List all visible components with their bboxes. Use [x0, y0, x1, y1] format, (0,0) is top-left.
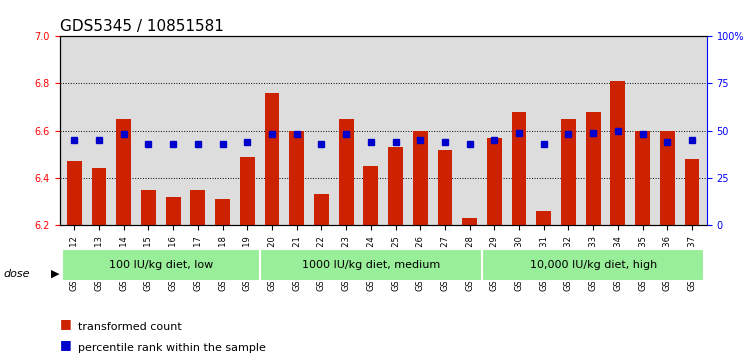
- Text: dose: dose: [4, 269, 31, 279]
- Text: GDS5345 / 10851581: GDS5345 / 10851581: [60, 19, 223, 34]
- FancyBboxPatch shape: [62, 249, 260, 281]
- Bar: [388, 147, 403, 225]
- Bar: [116, 119, 131, 225]
- Text: ■: ■: [60, 317, 71, 330]
- Bar: [67, 162, 82, 225]
- Bar: [363, 166, 378, 225]
- Bar: [92, 168, 106, 225]
- Bar: [512, 112, 527, 225]
- Bar: [635, 131, 650, 225]
- Bar: [610, 81, 625, 225]
- Bar: [215, 199, 230, 225]
- Bar: [339, 119, 353, 225]
- Bar: [314, 195, 329, 225]
- Bar: [413, 131, 428, 225]
- Bar: [684, 159, 699, 225]
- FancyBboxPatch shape: [482, 249, 705, 281]
- Text: ▶: ▶: [51, 269, 59, 279]
- Text: percentile rank within the sample: percentile rank within the sample: [78, 343, 266, 354]
- Bar: [487, 138, 501, 225]
- Bar: [437, 150, 452, 225]
- Text: transformed count: transformed count: [78, 322, 182, 332]
- Bar: [265, 93, 280, 225]
- Text: 10,000 IU/kg diet, high: 10,000 IU/kg diet, high: [530, 260, 657, 270]
- Bar: [190, 190, 205, 225]
- Bar: [660, 131, 675, 225]
- Text: ■: ■: [60, 338, 71, 351]
- Bar: [240, 157, 254, 225]
- Text: 100 IU/kg diet, low: 100 IU/kg diet, low: [109, 260, 213, 270]
- Bar: [586, 112, 600, 225]
- Bar: [141, 190, 156, 225]
- Text: 1000 IU/kg diet, medium: 1000 IU/kg diet, medium: [301, 260, 440, 270]
- FancyBboxPatch shape: [260, 249, 482, 281]
- Bar: [289, 131, 304, 225]
- Bar: [561, 119, 576, 225]
- Bar: [462, 218, 477, 225]
- Bar: [536, 211, 551, 225]
- Bar: [166, 197, 181, 225]
